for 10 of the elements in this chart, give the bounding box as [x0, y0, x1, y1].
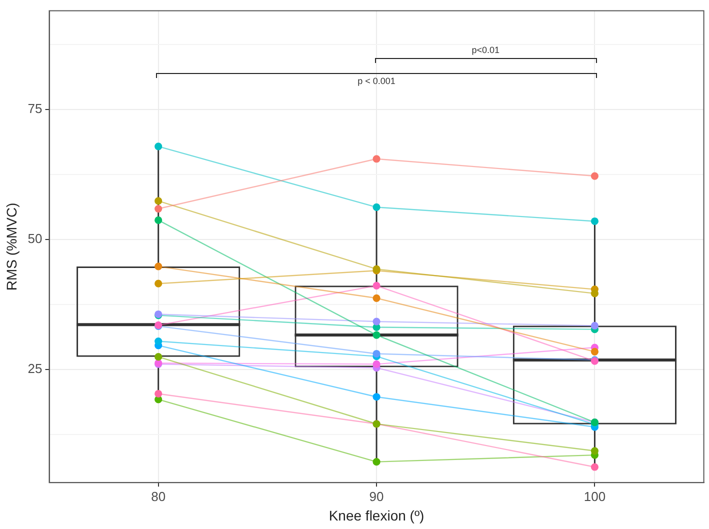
y-tick-label: 75	[28, 101, 42, 116]
y-tick-label: 50	[28, 231, 42, 246]
x-tick-label: 90	[369, 488, 384, 504]
x-tick-label: 80	[151, 488, 166, 504]
annotation: p < 0.001	[358, 76, 396, 86]
y-axis-title: RMS (%MVC)	[3, 202, 20, 291]
y-tick-label: 25	[28, 360, 42, 376]
x-axis-title: Knee flexion (º)	[328, 507, 424, 524]
x-tick-label: 100	[584, 488, 606, 504]
annotation: p<0.01	[472, 44, 500, 55]
